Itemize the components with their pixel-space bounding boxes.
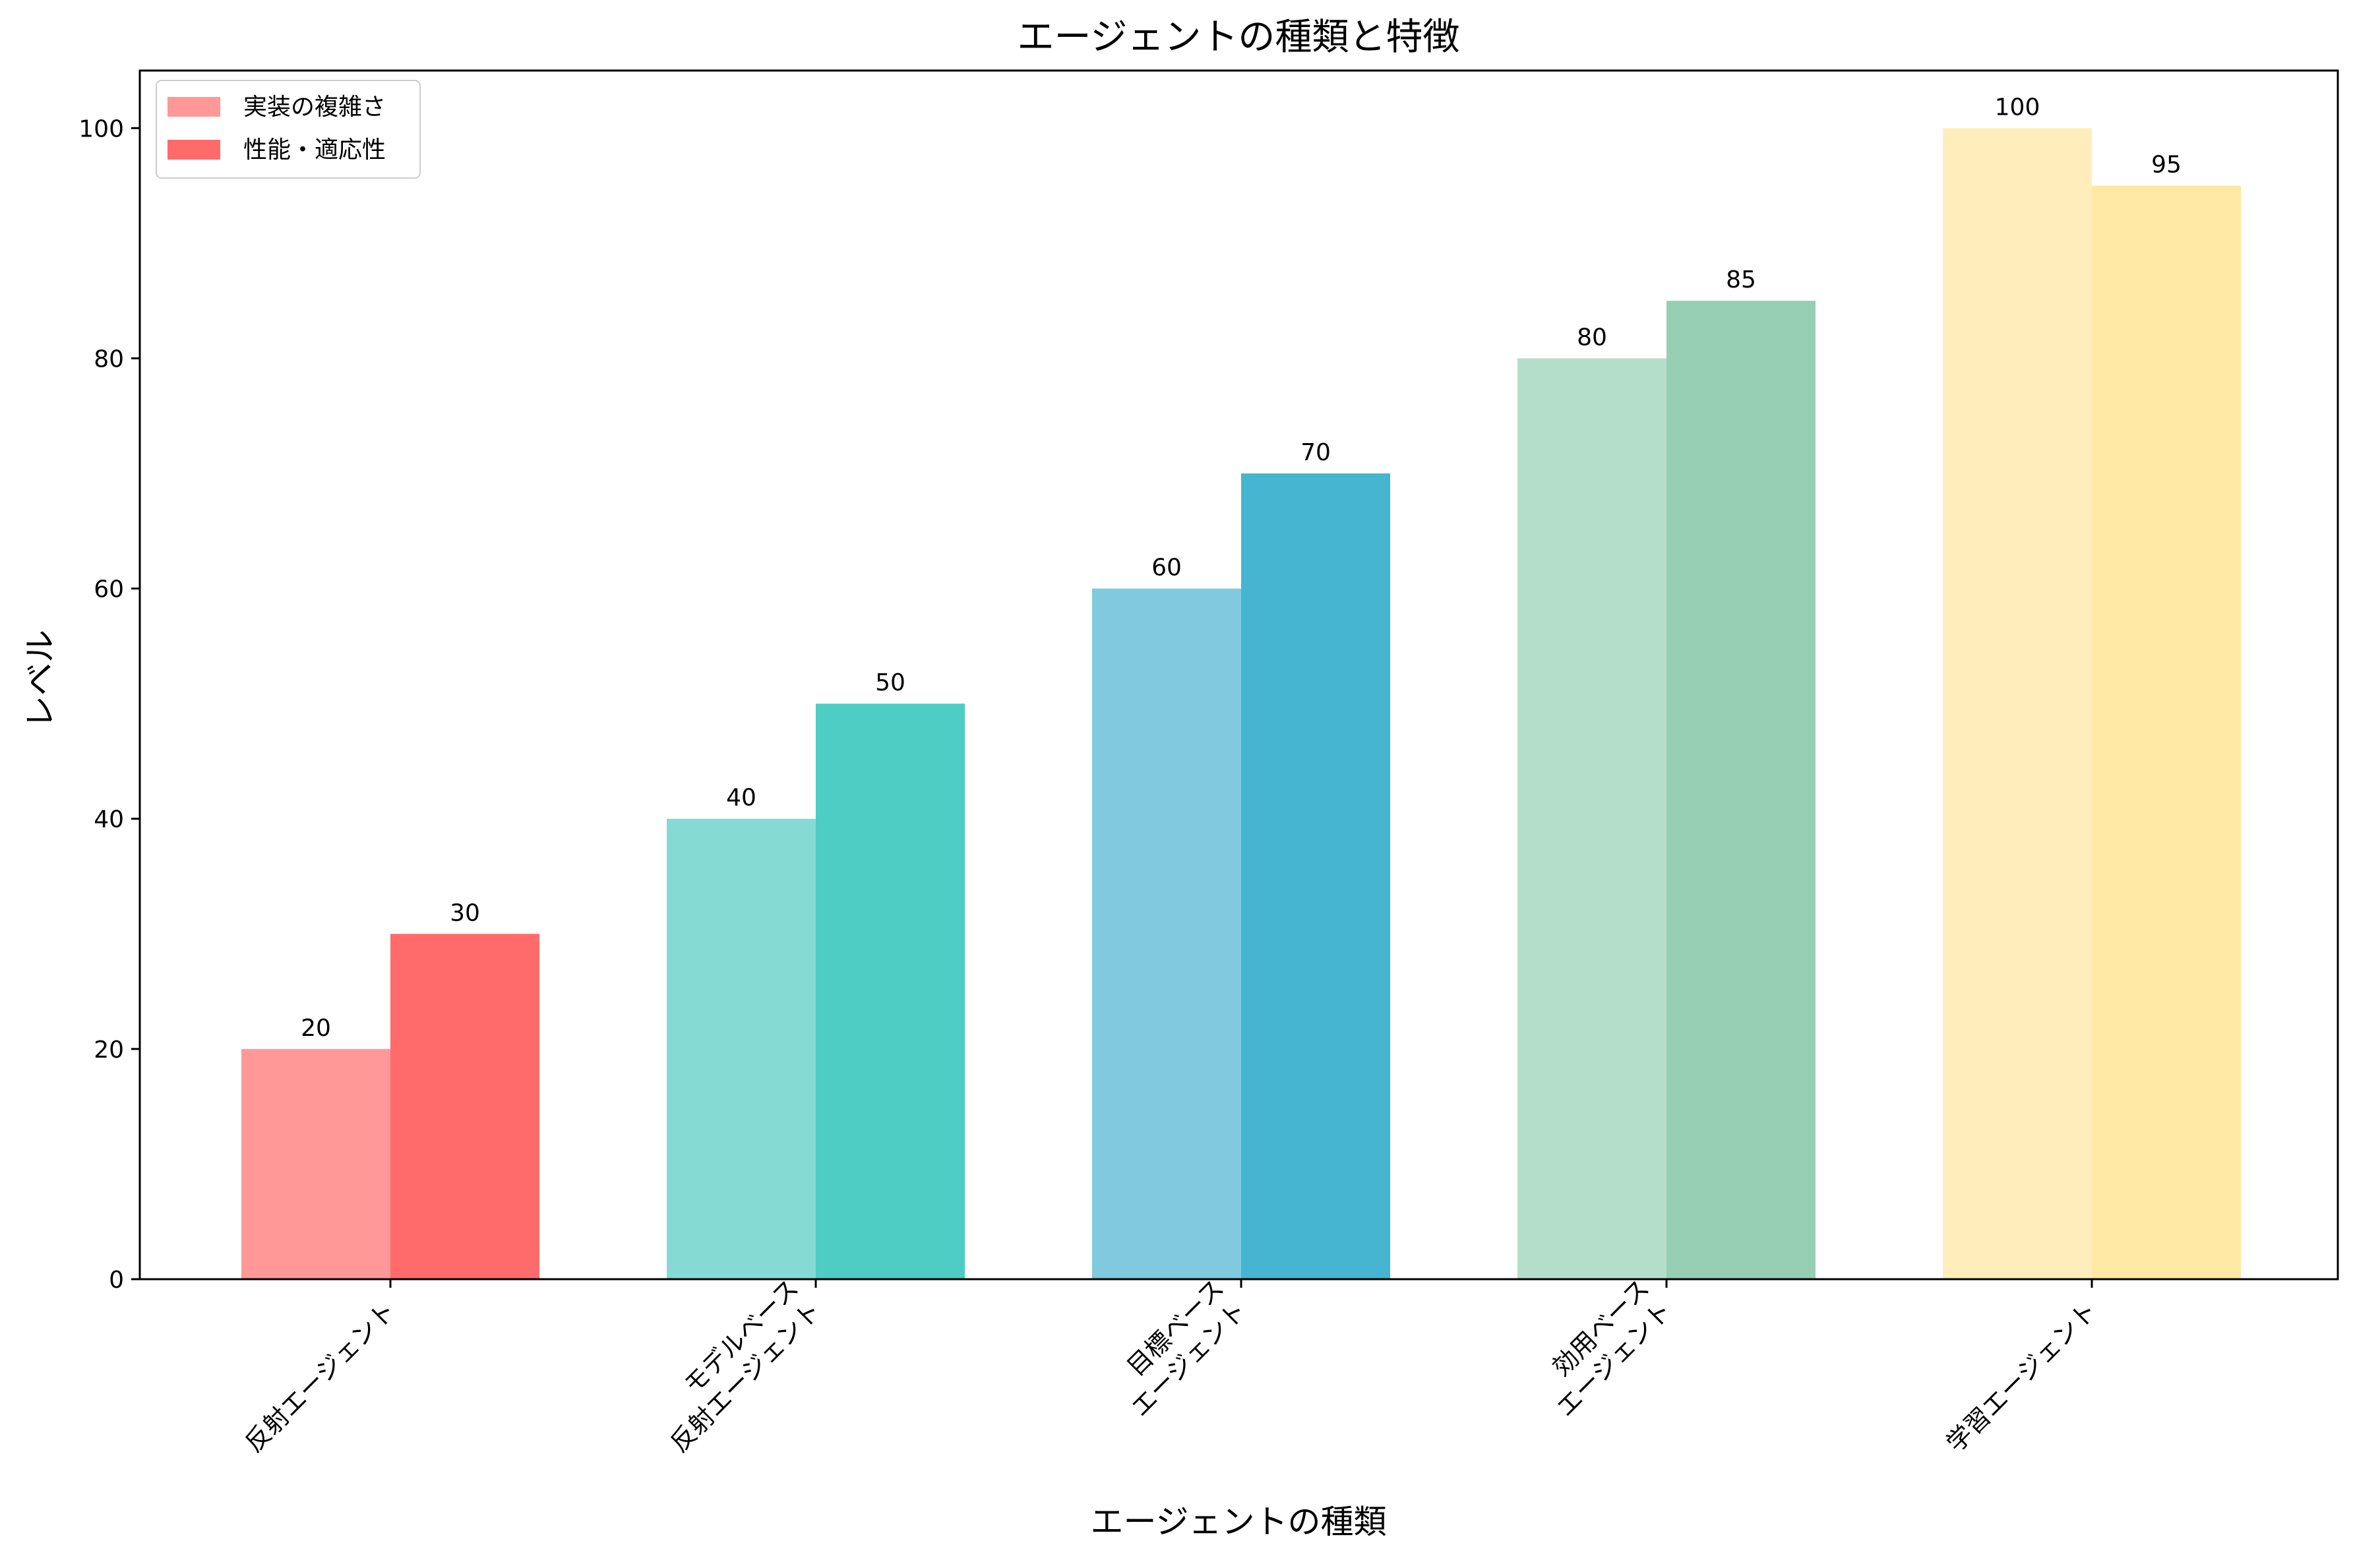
y-tick-label-2: 40 — [94, 806, 124, 833]
y-tick-label-3: 60 — [94, 576, 124, 603]
bar-complexity-3 — [1517, 358, 1666, 1279]
data-label-0-3: 80 — [1577, 324, 1607, 351]
data-label-1-1: 50 — [875, 669, 905, 696]
data-label-0-2: 60 — [1151, 555, 1182, 582]
legend-swatch-0 — [168, 97, 220, 117]
legend-box — [156, 80, 421, 179]
legend-label-0: 実装の複雑さ — [243, 94, 386, 121]
y-tick-label-5: 100 — [78, 115, 124, 142]
bar-complexity-1 — [667, 818, 816, 1279]
data-label-1-0: 30 — [450, 899, 480, 926]
y-tick-label-4: 80 — [94, 346, 124, 373]
bar-complexity-0 — [241, 1048, 390, 1279]
bar-complexity-4 — [1943, 128, 2092, 1279]
data-label-0-4: 100 — [1995, 94, 2040, 121]
bar-performance-0 — [390, 934, 539, 1279]
bar-performance-1 — [816, 704, 965, 1279]
data-label-0-0: 20 — [301, 1015, 331, 1042]
legend-label-1: 性能・適応性 — [243, 136, 386, 164]
chart-title: エージェントの種類と特徴 — [1018, 16, 1460, 59]
data-label-1-2: 70 — [1300, 439, 1331, 466]
data-label-0-1: 40 — [726, 785, 756, 812]
bar-performance-4 — [2092, 185, 2241, 1280]
bar-performance-3 — [1666, 301, 1816, 1280]
bar-performance-2 — [1241, 473, 1390, 1279]
plot-frame — [138, 69, 2339, 1281]
y-tick-label-0: 0 — [109, 1267, 124, 1294]
y-tick-label-1: 20 — [94, 1037, 124, 1064]
data-label-1-4: 95 — [2151, 152, 2182, 179]
x-axis-label: エージェントの種類 — [1091, 1503, 1387, 1541]
legend-swatch-1 — [168, 140, 220, 160]
y-axis-label: レベル — [21, 630, 59, 729]
bar-complexity-2 — [1092, 588, 1241, 1279]
plot-area: 203040506070808510095020406080100反射エージェン… — [78, 69, 2339, 1458]
data-label-1-3: 85 — [1726, 266, 1756, 293]
